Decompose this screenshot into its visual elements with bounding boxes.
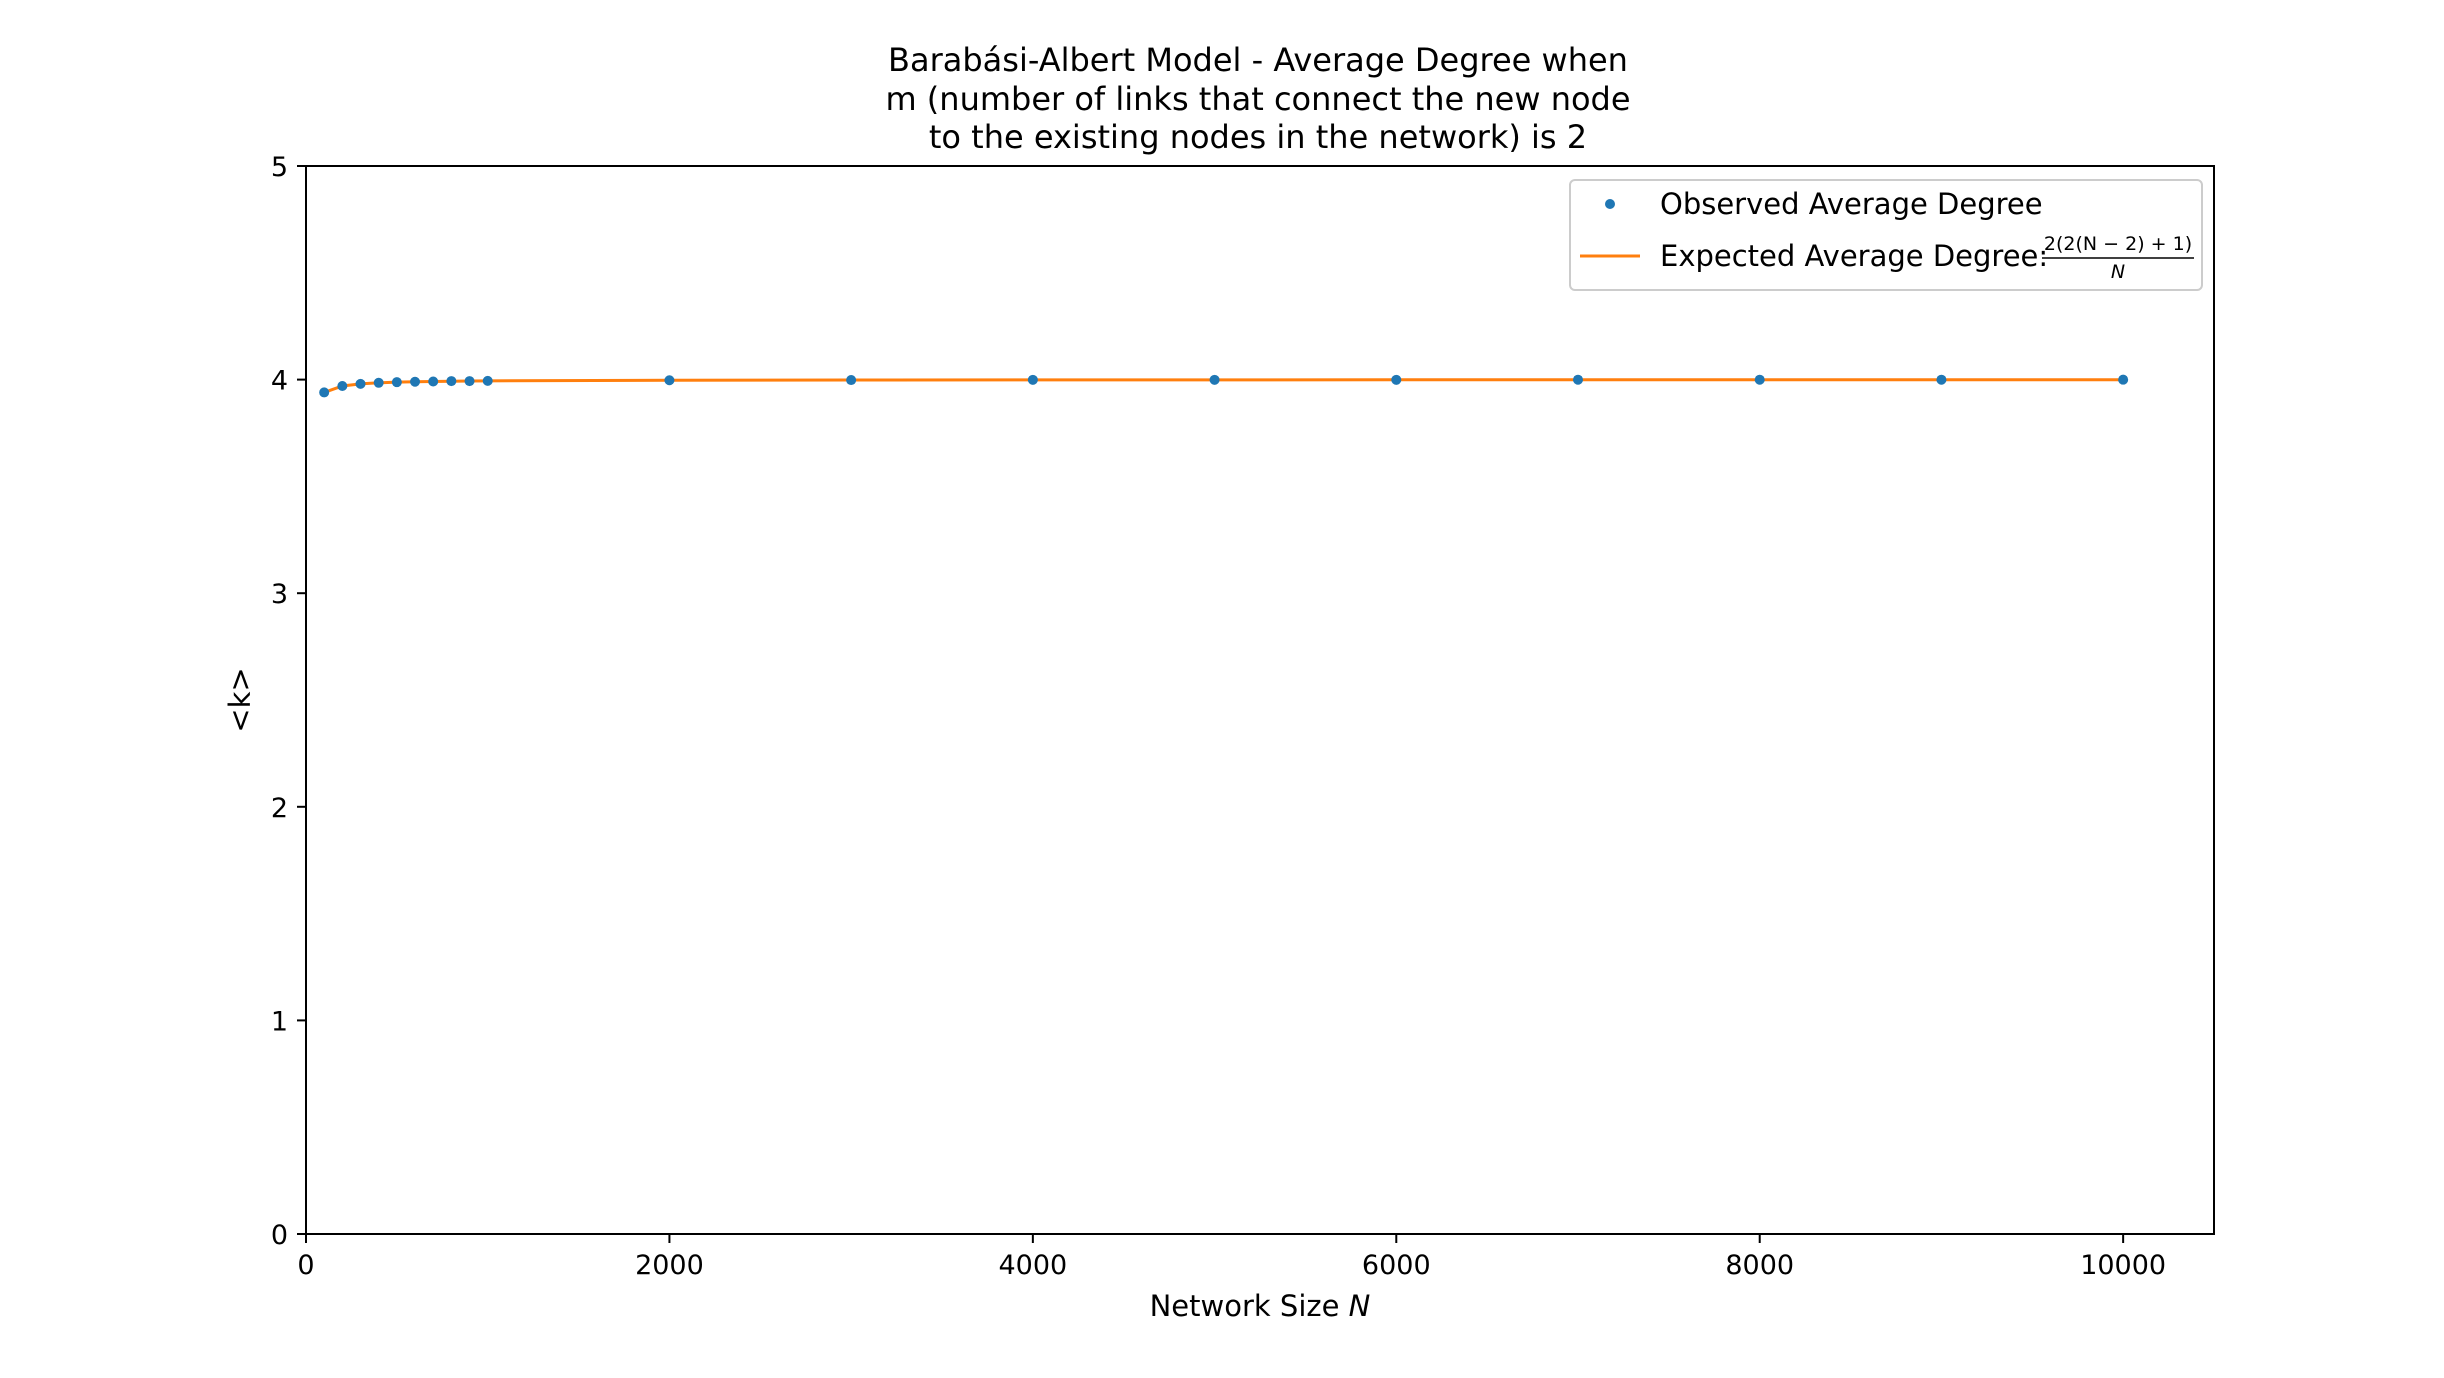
observed-point [410,376,421,387]
x-tick-label: 0 [297,1250,314,1281]
observed-point [464,376,475,387]
legend-label-expected: Expected Average Degree: [1660,239,2048,273]
legend-label-observed: Observed Average Degree [1660,187,2043,221]
legend-box [1569,179,2203,291]
y-tick-label: 3 [271,579,288,610]
chart-title-line-2: m (number of links that connect the new … [885,80,1630,118]
observed-point [391,377,402,388]
observed-point [319,387,330,398]
observed-point [1754,374,1765,385]
x-tick-label: 6000 [1362,1250,1431,1281]
series-layer [319,374,2129,398]
y-axis: 0 1 2 3 4 5 [271,152,306,1251]
y-axis-label: <k> [223,667,257,732]
chart-title-line-1: Barabási-Albert Model - Average Degree w… [888,41,1628,79]
observed-point [337,381,348,392]
observed-point [446,376,457,387]
observed-point [482,375,493,386]
legend-formula-numerator: 2(2(N − 2) + 1) [2044,233,2192,255]
observed-point [373,377,384,388]
y-tick-label: 1 [271,1006,288,1037]
x-tick-label: 8000 [1725,1250,1794,1281]
y-tick-label: 0 [271,1220,288,1251]
observed-point [2118,374,2129,385]
observed-point [355,378,366,389]
observed-point [1573,374,1583,385]
legend: Observed Average Degree Expected Average… [1569,179,2203,291]
observed-point [428,376,439,387]
observed-point [1209,374,1220,385]
legend-marker-observed [1605,199,1615,209]
x-axis-label: Network Size N [1150,1289,1371,1323]
y-tick-label: 5 [271,152,288,183]
y-tick-label: 4 [271,366,288,397]
x-axis: 0 2000 4000 6000 8000 10000 [297,1234,2166,1281]
x-tick-label: 10000 [2080,1250,2166,1281]
y-tick-label: 2 [271,793,288,824]
legend-formula-denominator: N [2111,261,2125,283]
observed-point [846,375,857,386]
observed-point [664,375,675,386]
x-tick-label: 4000 [998,1250,1067,1281]
x-tick-label: 2000 [635,1250,704,1281]
observed-point [1936,374,1947,385]
plot-area [305,165,2215,1235]
chart-title-line-3: to the existing nodes in the network) is… [929,118,1587,156]
observed-point [1027,374,1038,385]
observed-point [1391,374,1402,385]
